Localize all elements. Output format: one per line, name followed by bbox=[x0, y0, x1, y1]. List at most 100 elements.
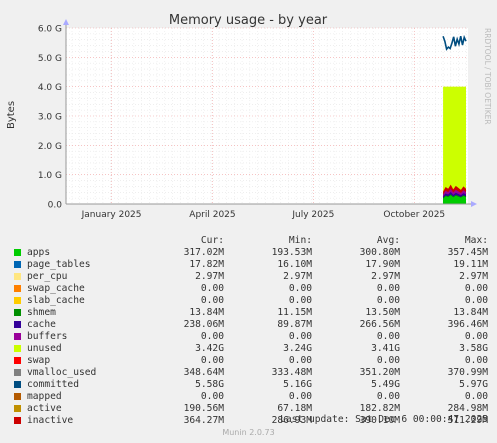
munin-version: Munin 2.0.73 bbox=[222, 428, 275, 437]
legend-header: Cur: Min: Avg: Max: bbox=[14, 235, 490, 247]
series-apps-area bbox=[443, 195, 466, 204]
legend-max: 511.29M bbox=[447, 415, 488, 426]
legend-row-swap: swap 0.00 0.00 0.00 0.00 bbox=[14, 355, 490, 367]
legend: Cur: Min: Avg: Max: apps 317.02M 193.53M 30… bbox=[14, 235, 490, 427]
legend-cur: 238.06M bbox=[183, 319, 224, 330]
legend-name: active bbox=[27, 403, 62, 414]
legend-max: 13.84M bbox=[453, 307, 488, 318]
legend-max: 19.11M bbox=[453, 259, 488, 270]
header-avg: Avg: bbox=[376, 235, 400, 246]
legend-min: 193.53M bbox=[271, 247, 312, 258]
legend-name: unused bbox=[27, 343, 62, 354]
header-max: Max: bbox=[464, 235, 488, 246]
legend-min: 5.16G bbox=[283, 379, 312, 390]
y-tick-label: 2.0 G bbox=[38, 142, 62, 152]
legend-min: 11.15M bbox=[277, 307, 312, 318]
legend-max: 0.00 bbox=[464, 355, 488, 366]
legend-max: 0.00 bbox=[464, 295, 488, 306]
legend-swatch bbox=[14, 297, 21, 304]
legend-cur: 3.42G bbox=[195, 343, 224, 354]
legend-row-buffers: buffers 0.00 0.00 0.00 0.00 bbox=[14, 331, 490, 343]
legend-name: inactive bbox=[27, 415, 74, 426]
legend-swatch bbox=[14, 309, 21, 316]
legend-cur: 17.82M bbox=[189, 259, 224, 270]
legend-avg: 5.49G bbox=[371, 379, 400, 390]
legend-min: 16.10M bbox=[277, 259, 312, 270]
legend-name: page_tables bbox=[27, 259, 91, 270]
legend-swatch bbox=[14, 273, 21, 280]
header-cur: Cur: bbox=[200, 235, 224, 246]
legend-swatch bbox=[14, 261, 21, 268]
legend-name: swap_cache bbox=[27, 283, 85, 294]
legend-max: 3.58G bbox=[459, 343, 488, 354]
legend-avg: 266.56M bbox=[359, 319, 400, 330]
legend-name: vmalloc_used bbox=[27, 367, 97, 378]
x-tick-label: January 2025 bbox=[81, 210, 142, 220]
legend-avg: 0.00 bbox=[376, 355, 400, 366]
y-axis-arrow bbox=[63, 19, 69, 25]
legend-row-cache: cache 238.06M 89.87M 266.56M 396.46M bbox=[14, 319, 490, 331]
legend-row-swap-cache: swap_cache 0.00 0.00 0.00 0.00 bbox=[14, 283, 490, 295]
legend-avg: 0.00 bbox=[376, 331, 400, 342]
legend-max: 0.00 bbox=[464, 331, 488, 342]
x-tick-label: October 2025 bbox=[383, 210, 445, 220]
legend-avg: 2.97M bbox=[371, 271, 400, 282]
legend-min: 0.00 bbox=[288, 295, 312, 306]
legend-min: 333.48M bbox=[271, 367, 312, 378]
y-tick-label: 5.0 G bbox=[38, 54, 62, 64]
legend-name: slab_cache bbox=[27, 295, 85, 306]
legend-row-apps: apps 317.02M 193.53M 300.80M 357.45M bbox=[14, 247, 490, 259]
x-tick-label: April 2025 bbox=[189, 210, 235, 220]
last-update: Last update: Sat Dec 6 00:00:47 2025 bbox=[280, 414, 488, 425]
legend-min: 3.24G bbox=[283, 343, 312, 354]
axes: 0.0 1.0 G 2.0 G 3.0 G 4.0 G 5.0 G 6.0 G January… bbox=[38, 19, 477, 220]
legend-swatch bbox=[14, 393, 21, 400]
legend-swatch bbox=[14, 285, 21, 292]
legend-cur: 0.00 bbox=[200, 391, 224, 402]
legend-cur: 348.64M bbox=[183, 367, 224, 378]
legend-min: 2.97M bbox=[283, 271, 312, 282]
legend-avg: 390.10M bbox=[359, 415, 400, 426]
legend-name: buffers bbox=[27, 331, 68, 342]
legend-min: 0.00 bbox=[288, 355, 312, 366]
legend-avg: 0.00 bbox=[376, 391, 400, 402]
legend-min: 0.00 bbox=[288, 283, 312, 294]
legend-avg: 3.41G bbox=[371, 343, 400, 354]
legend-cur: 317.02M bbox=[183, 247, 224, 258]
legend-max: 284.98M bbox=[447, 403, 488, 414]
legend-max: 0.00 bbox=[464, 391, 488, 402]
legend-row-mapped: mapped 0.00 0.00 0.00 0.00 bbox=[14, 391, 490, 403]
legend-rows: apps 317.02M 193.53M 300.80M 357.45M page_tab… bbox=[14, 247, 490, 427]
legend-swatch bbox=[14, 333, 21, 340]
legend-max: 357.45M bbox=[447, 247, 488, 258]
legend-avg: 0.00 bbox=[376, 283, 400, 294]
y-axis-label: Bytes bbox=[6, 101, 17, 129]
legend-row-vmalloc-used: vmalloc_used 348.64M 333.48M 351.20M 370.99M bbox=[14, 367, 490, 379]
legend-row-committed: committed 5.58G 5.16G 5.49G 5.97G bbox=[14, 379, 490, 391]
y-tick-label: 3.0 G bbox=[38, 113, 62, 123]
legend-min: 0.00 bbox=[288, 391, 312, 402]
series-layer bbox=[442, 34, 467, 204]
legend-row-shmem: shmem 13.84M 11.15M 13.50M 13.84M bbox=[14, 307, 490, 319]
legend-min: 89.87M bbox=[277, 319, 312, 330]
legend-max: 5.97G bbox=[459, 379, 488, 390]
legend-avg: 0.00 bbox=[376, 295, 400, 306]
legend-swatch bbox=[14, 345, 21, 352]
legend-row-inactive: inactive 364.27M 286.93M 390.10M 511.29M bbox=[14, 415, 490, 427]
y-tick-label: 0.0 bbox=[48, 201, 63, 211]
legend-row-page-tables: page_tables 17.82M 16.10M 17.90M 19.11M bbox=[14, 259, 490, 271]
legend-min: 286.93M bbox=[271, 415, 312, 426]
legend-min: 67.18M bbox=[277, 403, 312, 414]
legend-swatch bbox=[14, 417, 21, 424]
legend-max: 0.00 bbox=[464, 283, 488, 294]
legend-cur: 13.84M bbox=[189, 307, 224, 318]
legend-name: shmem bbox=[27, 307, 56, 318]
x-axis-arrow bbox=[471, 201, 477, 207]
memory-chart: Memory usage - by year Bytes RRDTOOL / T… bbox=[6, 13, 492, 220]
x-tick-label: July 2025 bbox=[291, 210, 334, 220]
rrdtool-watermark: RRDTOOL / TOBI OETIKER bbox=[483, 28, 492, 125]
legend-row-per-cpu: per_cpu 2.97M 2.97M 2.97M 2.97M bbox=[14, 271, 490, 283]
legend-min: 0.00 bbox=[288, 331, 312, 342]
legend-cur: 0.00 bbox=[200, 283, 224, 294]
legend-max: 396.46M bbox=[447, 319, 488, 330]
